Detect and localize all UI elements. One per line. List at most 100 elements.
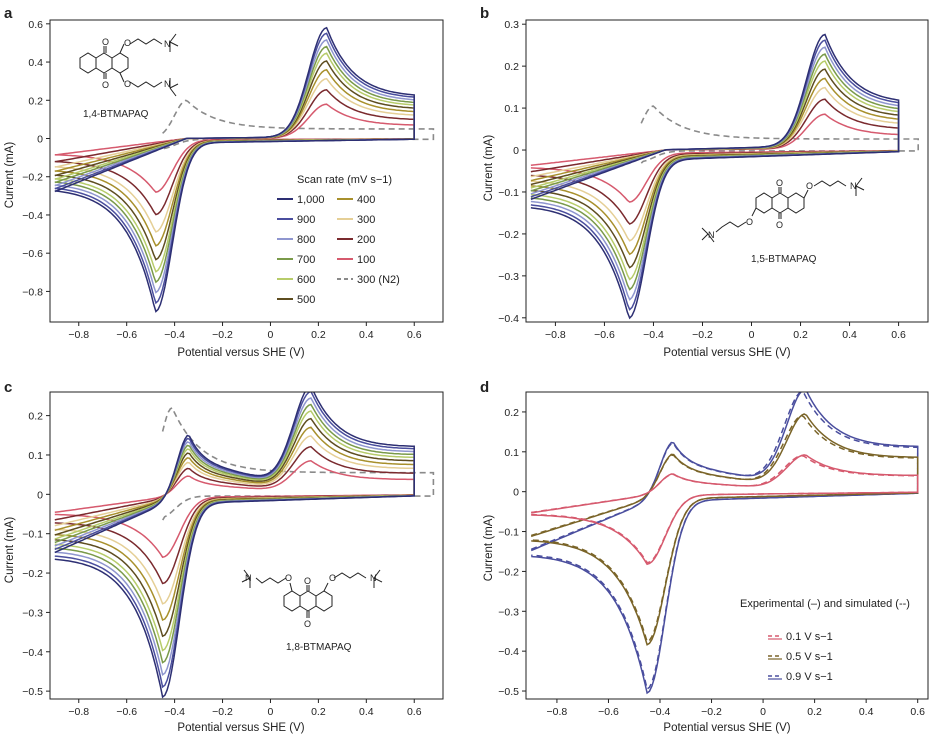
y-tick-label: −0.8: [22, 286, 43, 298]
x-tick-label: 0: [749, 329, 755, 341]
atom-o-4: O: [124, 79, 131, 89]
x-tick-label: −0.8: [545, 329, 566, 341]
x-tick-label: 0.4: [359, 706, 374, 718]
y-tick-label: 0.2: [504, 61, 519, 73]
x-tick-label: −0.6: [116, 329, 137, 341]
y-tick-label: 0.4: [28, 57, 43, 69]
series-line-1-000: [54, 26, 415, 313]
plot-area: [54, 26, 435, 313]
x-tick-label: −0.2: [212, 329, 233, 341]
y-tick-label: −0.2: [498, 566, 519, 578]
panel-a-axes: −0.8 −0.6 −0.4 −0.2 0 0.2 0.4 0.6 0.6 0.4 0.2 0 −0.2…: [22, 19, 444, 341]
y-tick-label: 0: [37, 489, 43, 501]
atom-o-4: O: [329, 573, 336, 583]
x-tick-label: 0.4: [842, 329, 857, 341]
series-line-700: [54, 403, 415, 664]
molecule-1-4-atoms: O O O O N N: [102, 37, 171, 90]
x-tick-label: −0.4: [164, 706, 185, 718]
x-tick-label: 0.2: [793, 329, 808, 341]
legend-label: 400: [357, 194, 375, 206]
panel-a-curves: [54, 26, 435, 313]
x-tick-label: −0.8: [547, 706, 568, 718]
y-tick-label: −0.4: [22, 210, 43, 222]
y-tick-label: 0: [37, 134, 43, 146]
legend-label: 0.9 V s−1: [786, 671, 833, 683]
x-tick-label: 0.6: [407, 329, 422, 341]
legend-label: 100: [357, 254, 375, 266]
legend-label: 1,000: [297, 194, 325, 206]
atom-o-1: O: [304, 576, 311, 586]
panel-d-ylabel: Current (mA): [483, 515, 495, 582]
y-tick-label: −0.3: [498, 606, 519, 618]
x-tick-label: 0: [268, 329, 274, 341]
series-line-300-N2-: [161, 406, 435, 521]
plot-frame: [525, 19, 929, 323]
molecule-1-5-structure: [701, 177, 865, 243]
molecule-1-8-structure: [241, 569, 383, 618]
panel-b-ylabel: Current (mA): [483, 135, 495, 202]
y-tick-label: 0.2: [28, 95, 43, 107]
panel-d-xlabel: Potential versus SHE (V): [663, 722, 790, 734]
x-tick-label: −0.2: [212, 706, 233, 718]
series-line-1-000: [54, 392, 415, 699]
atom-n-2: N: [708, 230, 715, 240]
plot-area: [530, 33, 919, 320]
plot-frame: [525, 391, 929, 700]
atom-o-1: O: [102, 37, 109, 47]
y-tick-label: −0.2: [498, 229, 519, 241]
x-tick-label: 0.2: [807, 706, 822, 718]
legend-a: Scan rate (mV s−1) 1,000 900 800 700 600 500 4…: [277, 174, 400, 306]
atom-n-1: N: [850, 181, 857, 191]
simulated-line-0-9-V-s-1: [530, 392, 919, 691]
legend-label: 200: [357, 234, 375, 246]
y-tick-label: −0.3: [22, 607, 43, 619]
molecule-1-5-atoms: O O O O N N: [708, 178, 857, 240]
y-tick-label: 0: [513, 145, 519, 157]
panel-c-curves: [54, 392, 435, 699]
series-line-500: [54, 60, 415, 261]
y-tick-label: −0.5: [498, 686, 519, 698]
panel-label-c: c: [4, 379, 12, 396]
series-line-0-9-V-s-1: [530, 392, 919, 695]
x-tick-label: −0.8: [68, 706, 89, 718]
plot-area: [54, 392, 435, 699]
y-tick-label: 0.6: [28, 19, 43, 31]
legend-title: Scan rate (mV s−1): [297, 174, 392, 186]
legend-label: 300 (N2): [357, 274, 400, 286]
legend-label: 500: [297, 294, 315, 306]
atom-o-2: O: [102, 80, 109, 90]
atom-o-3: O: [806, 181, 813, 191]
molecule-name-b: 1,5-BTMAPAQ: [751, 254, 817, 265]
panel-b-xlabel: Potential versus SHE (V): [663, 347, 790, 359]
x-tick-label: 0.2: [311, 329, 326, 341]
panel-d: d −0.8 −0.6 −0.4 −0.2 0 0.2 0.4 0.60.20.10−0.1−…: [480, 379, 929, 734]
x-tick-label: 0.4: [359, 329, 374, 341]
x-tick-label: 0.6: [891, 329, 906, 341]
panel-label-b: b: [480, 5, 489, 22]
legend-label: 300: [357, 214, 375, 226]
panel-label-d: d: [480, 379, 489, 396]
y-tick-label: −0.4: [22, 647, 43, 659]
y-tick-label: −0.2: [22, 568, 43, 580]
panel-c: c −0.8 −0.6 −0.4 −0.2 0 0.2 0.4 0.60.20.10−0.1−…: [4, 379, 444, 734]
simulated-line-0-5-V-s-1: [530, 414, 919, 643]
x-tick-label: 0.6: [407, 706, 422, 718]
panel-b-axes: −0.8 −0.6 −0.4 −0.2 0 0.2 0.4 0.6 0.3 0.2 0.1 0 −0.1…: [498, 19, 929, 341]
series-line-300-N2-: [640, 105, 919, 164]
y-tick-label: 0.1: [504, 103, 519, 115]
atom-o-1: O: [776, 178, 783, 188]
atom-n-1: N: [164, 39, 171, 49]
y-tick-label: 0: [513, 487, 519, 499]
panel-c-xlabel: Potential versus SHE (V): [177, 722, 304, 734]
legend-label: 0.1 V s−1: [786, 631, 833, 643]
series-line-1-000: [530, 33, 900, 320]
series-line-0-5-V-s-1: [530, 413, 919, 646]
y-tick-label: 0.2: [28, 411, 43, 423]
x-tick-label: −0.8: [68, 329, 89, 341]
x-tick-label: −0.6: [594, 329, 615, 341]
atom-n-1: N: [245, 573, 252, 583]
panel-d-axes: −0.8 −0.6 −0.4 −0.2 0 0.2 0.4 0.6 0.2 0.1 0 −0.1 −0.…: [498, 391, 929, 718]
atom-o-2: O: [776, 220, 783, 230]
x-tick-label: 0: [760, 706, 766, 718]
series-line-300: [530, 86, 900, 242]
